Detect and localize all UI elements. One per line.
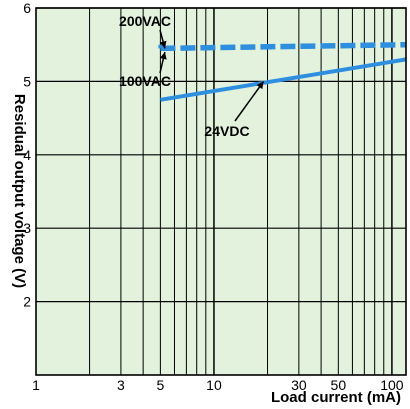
x-tick-label: 30 <box>291 377 307 393</box>
annotation-arrowhead <box>256 81 264 90</box>
x-tick-label: 5 <box>156 377 164 393</box>
x-axis-title: Load current (mA) <box>271 389 401 406</box>
x-tick-label: 3 <box>117 377 125 393</box>
y-tick-label: 6 <box>23 0 31 16</box>
x-tick-label: 10 <box>206 377 222 393</box>
x-tick-label: 100 <box>380 377 404 393</box>
plot-background <box>36 8 406 375</box>
y-tick-label: 4 <box>23 147 31 163</box>
annotation-leader <box>234 80 265 122</box>
annotation-label: 200VAC <box>119 13 171 29</box>
series-line-24vdc <box>160 57 407 102</box>
series-group <box>158 41 407 102</box>
tick-labels: 1 3 5 10 30 50 100 2 3 4 5 6 <box>23 0 404 393</box>
annotation-label: 24VDC <box>204 123 249 139</box>
annotation-label: 100VAC <box>119 73 171 89</box>
y-tick-label: 5 <box>23 73 31 89</box>
y-tick-label: 3 <box>23 220 31 236</box>
x-tick-label: 1 <box>32 377 40 393</box>
annotations: 200VAC 100VAC 24VDC <box>119 13 265 139</box>
annotation-arrowhead <box>159 40 167 49</box>
plot-frame <box>35 7 407 376</box>
annotation-arrowhead <box>159 52 167 60</box>
y-axis-title: Residual output voltage (V) <box>11 94 28 288</box>
y-tick-label: 2 <box>23 294 31 310</box>
series-line-200vac <box>160 41 407 52</box>
x-tick-label: 50 <box>331 377 347 393</box>
